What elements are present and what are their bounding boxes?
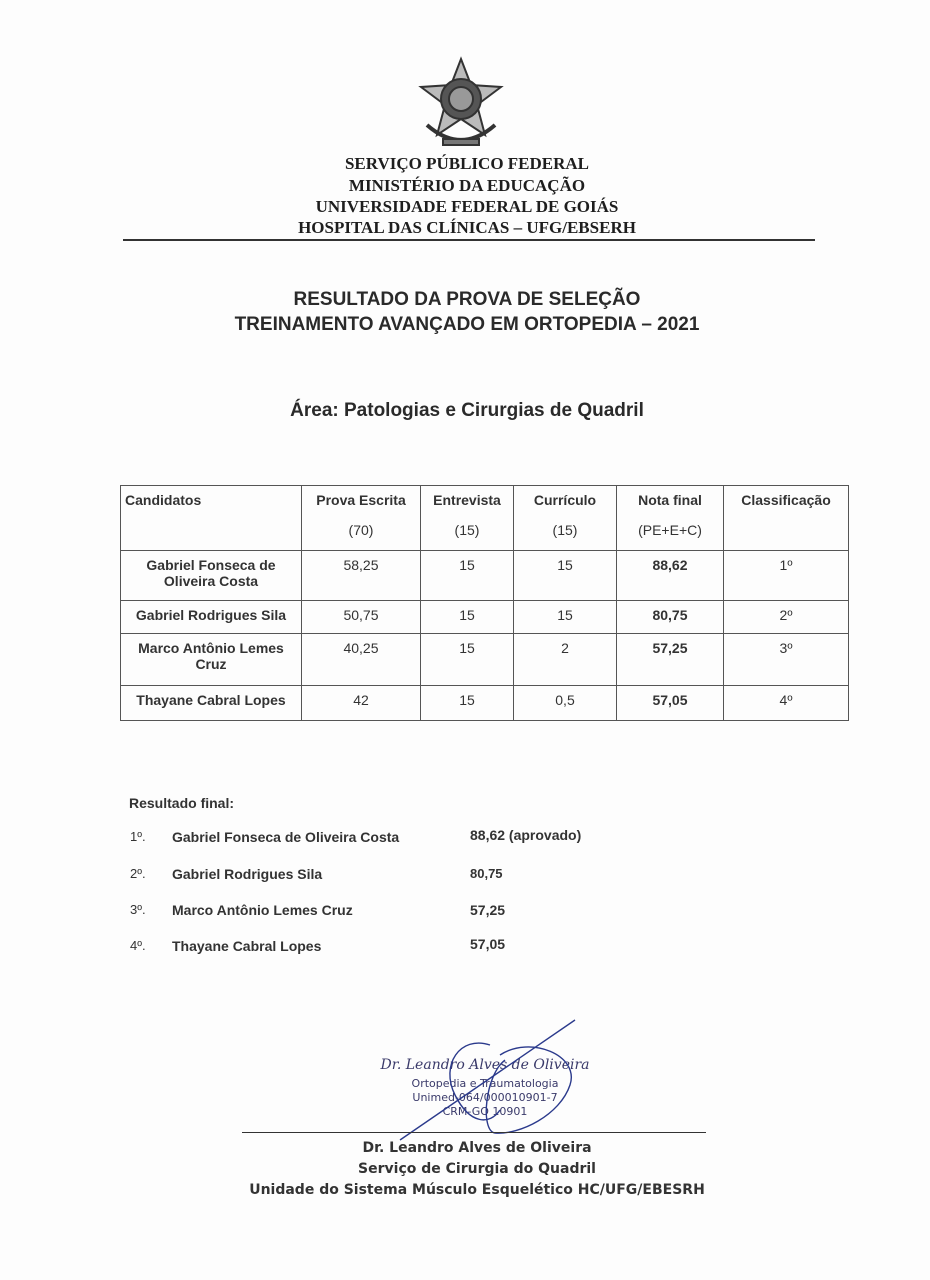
curriculum-score: 15 — [513, 550, 617, 601]
result-score: 88,62 (aprovado) — [470, 827, 582, 843]
table-header-row: Candidatos Prova Escrita (70) Entrevista(… — [120, 485, 849, 551]
classification: 4º — [723, 685, 849, 721]
curriculum-score: 2 — [513, 633, 617, 686]
result-rank: 4º. — [130, 938, 146, 953]
signatory-unit: Unidade do Sistema Músculo Esquelético H… — [249, 1182, 705, 1198]
area-title: Área: Patologias e Cirurgias de Quadril — [290, 400, 644, 421]
final-score: 80,75 — [616, 600, 724, 634]
stamp-unimed: Unimed-064/000010901-7 — [412, 1091, 558, 1104]
document-subtitle: TREINAMENTO AVANÇADO EM ORTOPEDIA – 2021 — [234, 314, 700, 335]
signature-line — [242, 1132, 706, 1133]
result-score: 80,75 — [470, 866, 503, 881]
result-name: Thayane Cabral Lopes — [172, 938, 322, 954]
classification: 1º — [723, 550, 849, 601]
table-row: Gabriel Rodrigues Sila 50,75 15 15 80,75… — [120, 600, 849, 634]
stamp-specialty: Ortopedia e Traumatologia — [411, 1077, 559, 1090]
written-score: 50,75 — [301, 600, 421, 634]
stamp-name: Dr. Leandro Alves de Oliveira — [380, 1057, 590, 1073]
candidate-name: Gabriel Fonseca de Oliveira Costa — [120, 550, 302, 601]
table-row: Thayane Cabral Lopes 42 15 0,5 57,05 4º — [120, 685, 849, 721]
result-rank: 3º. — [130, 902, 146, 917]
result-name: Gabriel Rodrigues Sila — [172, 866, 323, 882]
table-row: Gabriel Fonseca de Oliveira Costa 58,25 … — [120, 550, 849, 601]
candidate-name: Marco Antônio Lemes Cruz — [120, 633, 302, 686]
final-result-label: Resultado final: — [129, 795, 235, 811]
written-score: 40,25 — [301, 633, 421, 686]
candidate-name: Gabriel Rodrigues Sila — [120, 600, 302, 634]
written-score: 58,25 — [301, 550, 421, 601]
results-table: Candidatos Prova Escrita (70) Entrevista(… — [120, 485, 849, 721]
table-row: Marco Antônio Lemes Cruz 40,25 15 2 57,2… — [120, 633, 849, 686]
classification: 3º — [723, 633, 849, 686]
document-title: RESULTADO DA PROVA DE SELEÇÃO — [293, 289, 641, 310]
column-header: Classificação — [723, 485, 849, 551]
header-line: MINISTÉRIO DA EDUCAÇÃO — [348, 176, 586, 195]
interview-score: 15 — [420, 685, 514, 721]
interview-score: 15 — [420, 633, 514, 686]
header-line: UNIVERSIDADE FEDERAL DE GOIÁS — [315, 197, 619, 216]
result-rank: 1º. — [130, 829, 146, 844]
curriculum-score: 0,5 — [513, 685, 617, 721]
classification: 2º — [723, 600, 849, 634]
interview-score: 15 — [420, 550, 514, 601]
written-score: 42 — [301, 685, 421, 721]
header-divider — [123, 239, 815, 241]
column-header: Currículo (15) — [513, 485, 617, 551]
result-name: Gabriel Fonseca de Oliveira Costa — [172, 829, 400, 845]
interview-score: 15 — [420, 600, 514, 634]
column-header: Prova Escrita (70) — [301, 485, 421, 551]
column-header: Entrevista (15) — [420, 485, 514, 551]
header-line: SERVIÇO PÚBLICO FEDERAL — [344, 154, 590, 173]
result-score: 57,25 — [470, 902, 506, 918]
signatory-name: Dr. Leandro Alves de Oliveira — [362, 1140, 592, 1156]
final-score: 57,05 — [616, 685, 724, 721]
header-line: HOSPITAL DAS CLÍNICAS – UFG/EBSERH — [298, 218, 636, 237]
brazil-coat-of-arms-emblem — [418, 56, 504, 146]
result-score: 57,05 — [470, 936, 506, 952]
result-name: Marco Antônio Lemes Cruz — [172, 902, 353, 918]
curriculum-score: 15 — [513, 600, 617, 634]
final-score: 88,62 — [616, 550, 724, 601]
result-rank: 2º. — [130, 866, 146, 881]
signatory-service: Serviço de Cirurgia do Quadril — [358, 1161, 596, 1177]
final-score: 57,25 — [616, 633, 724, 686]
column-header: Candidatos — [120, 485, 302, 551]
column-header: Nota final (PE+E+C) — [616, 485, 724, 551]
candidate-name: Thayane Cabral Lopes — [120, 685, 302, 721]
handwritten-signature — [399, 1019, 576, 1141]
